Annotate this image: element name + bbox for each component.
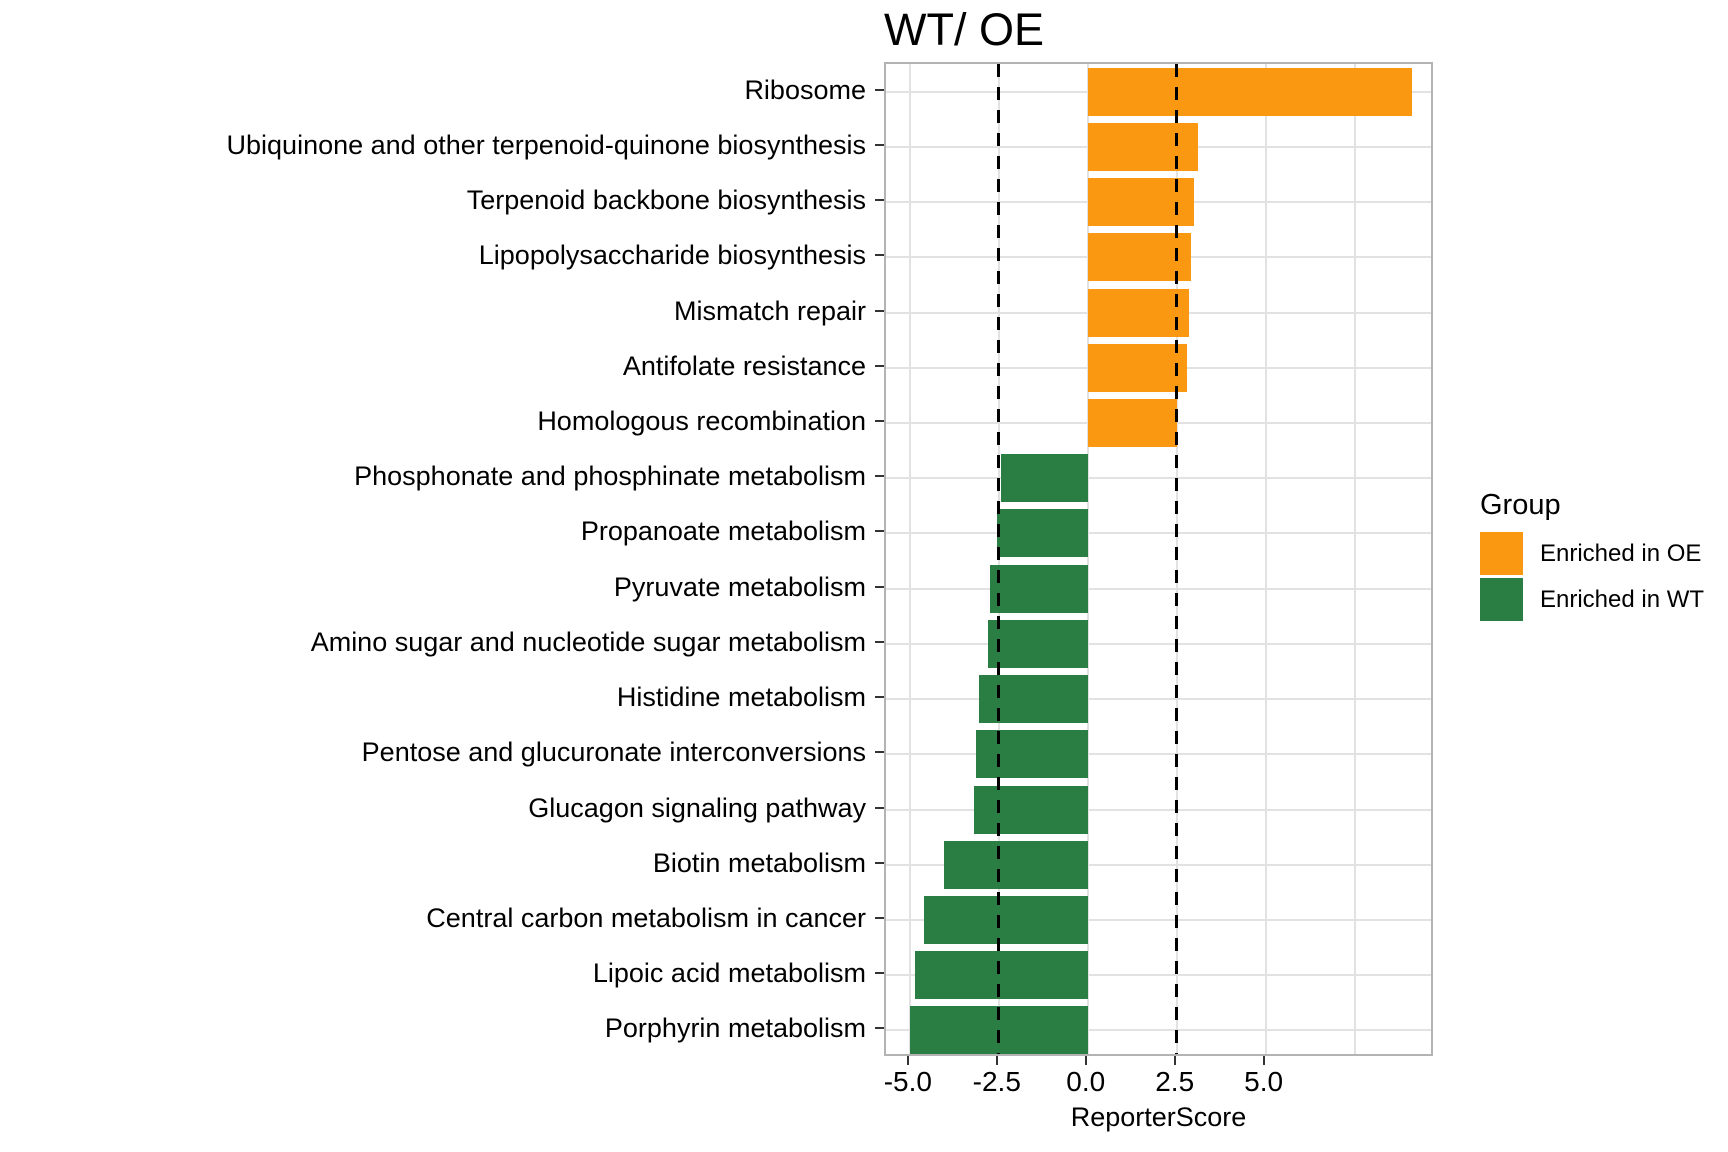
legend-swatch: [1480, 532, 1523, 575]
y-gridline: [886, 974, 1431, 977]
bar: [1087, 178, 1195, 227]
x-tick: [1173, 1056, 1176, 1065]
category-label: Mismatch repair: [673, 295, 866, 326]
y-tick: [875, 1027, 884, 1030]
y-tick: [875, 530, 884, 533]
y-gridline: [886, 587, 1431, 590]
legend-item: Enriched in OE: [1480, 532, 1704, 575]
bar: [1087, 398, 1177, 447]
x-tick: [1084, 1056, 1087, 1065]
bar: [1087, 343, 1188, 392]
legend-items: Enriched in OE Enriched in WT: [1480, 532, 1704, 621]
bar: [973, 785, 1088, 834]
category-label: Biotin metabolism: [652, 847, 866, 878]
plot-title: WT/ OE: [884, 4, 1044, 55]
bar: [1087, 122, 1199, 171]
category-label: Homologous recombination: [537, 405, 866, 436]
bar: [989, 564, 1088, 613]
x-gridline: [908, 64, 911, 1054]
bar: [915, 951, 1088, 1000]
y-tick: [875, 88, 884, 91]
x-tick-label: -2.5: [972, 1066, 1021, 1097]
y-tick: [875, 199, 884, 202]
bar: [975, 730, 1088, 779]
x-gridline: [1264, 64, 1267, 1054]
y-tick: [875, 364, 884, 367]
category-label: Ubiquinone and other terpenoid-quinone b…: [226, 129, 866, 160]
y-gridline: [886, 532, 1431, 535]
category-label: Lipoic acid metabolism: [592, 958, 866, 989]
category-label: Ribosome: [744, 74, 866, 105]
y-tick: [875, 419, 884, 422]
category-label: Glucagon signaling pathway: [528, 792, 866, 823]
y-tick: [875, 861, 884, 864]
x-gridline: [1086, 64, 1089, 1054]
x-tick-label: 2.5: [1155, 1066, 1195, 1097]
x-axis-title: ReporterScore: [1070, 1102, 1247, 1132]
bar: [1087, 67, 1412, 116]
y-gridline: [886, 753, 1431, 756]
x-gridline: [1353, 64, 1356, 1054]
category-label: Central carbon metabolism in cancer: [426, 902, 866, 933]
y-tick: [875, 696, 884, 699]
category-label: Phosphonate and phosphinate metabolism: [354, 461, 866, 492]
threshold-line: [1175, 64, 1179, 1054]
y-gridline: [886, 918, 1431, 921]
y-gridline: [886, 808, 1431, 811]
y-tick: [875, 640, 884, 643]
y-tick: [875, 585, 884, 588]
x-tick-label: 5.0: [1244, 1066, 1284, 1097]
x-tick-label: 0.0: [1066, 1066, 1106, 1097]
category-label: Pentose and glucuronate interconversions: [361, 737, 866, 768]
y-gridline: [886, 863, 1431, 866]
bar: [924, 895, 1088, 944]
legend-label: Enriched in OE: [1540, 539, 1702, 567]
legend-swatch: [1480, 578, 1523, 621]
threshold-line: [997, 64, 1001, 1054]
y-tick: [875, 254, 884, 257]
category-label: Pyruvate metabolism: [613, 571, 866, 602]
bar: [988, 619, 1088, 668]
legend-title: Group: [1480, 489, 1561, 521]
category-label: Histidine metabolism: [616, 682, 866, 713]
legend: Group Enriched in OE Enriched in WT: [1480, 488, 1704, 624]
y-tick: [875, 916, 884, 919]
category-label: Amino sugar and nucleotide sugar metabol…: [310, 626, 866, 657]
y-gridline: [886, 477, 1431, 480]
x-tick: [1262, 1056, 1265, 1065]
y-tick: [875, 806, 884, 809]
legend-item: Enriched in WT: [1480, 578, 1704, 621]
y-tick: [875, 143, 884, 146]
category-label: Lipopolysaccharide biosynthesis: [478, 240, 866, 271]
y-tick: [875, 751, 884, 754]
y-tick: [875, 475, 884, 478]
chart-panel: [884, 62, 1433, 1056]
bar: [1087, 288, 1190, 337]
x-tick-label: -5.0: [883, 1066, 932, 1097]
category-label: Antifolate resistance: [622, 350, 866, 381]
y-tick: [875, 972, 884, 975]
bar: [1000, 454, 1088, 503]
x-tick: [995, 1056, 998, 1065]
category-label: Propanoate metabolism: [580, 516, 866, 547]
category-label: Terpenoid backbone biosynthesis: [466, 185, 866, 216]
y-tick: [875, 309, 884, 312]
legend-label: Enriched in WT: [1540, 585, 1705, 613]
y-gridline: [886, 642, 1431, 645]
bar: [943, 840, 1088, 889]
category-label: Porphyrin metabolism: [604, 1013, 866, 1044]
bar: [1087, 233, 1191, 282]
bar: [979, 675, 1088, 724]
bar: [997, 509, 1088, 558]
y-gridline: [886, 698, 1431, 701]
x-tick: [906, 1056, 909, 1065]
y-gridline: [886, 1029, 1431, 1032]
